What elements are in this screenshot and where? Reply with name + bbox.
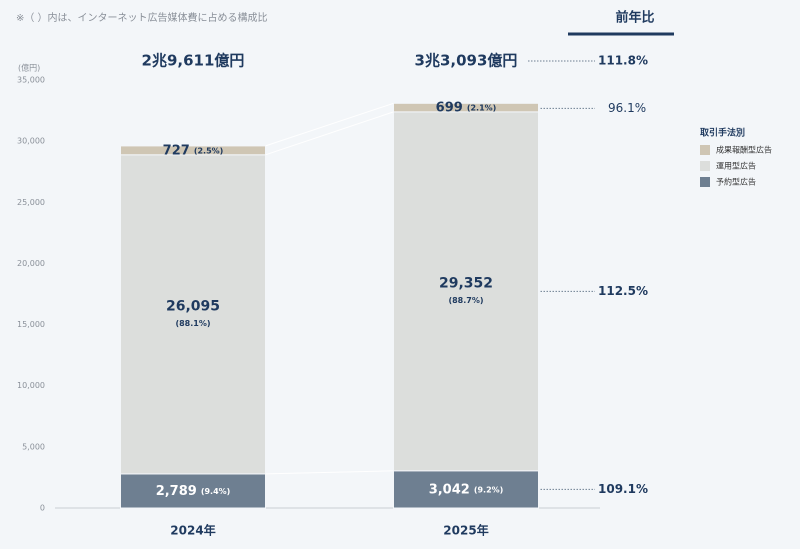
connector (265, 111, 394, 156)
y-tick-label: 0 (40, 504, 45, 513)
connector (265, 102, 394, 147)
y-tick-label: 20,000 (17, 259, 45, 268)
share-label: (9.2%) (474, 485, 504, 494)
x-tick-label: 2024年 (170, 523, 215, 538)
value-label: 3,042 (9.2%) (429, 482, 504, 497)
bar-segment (120, 154, 266, 475)
yoy-label: 96.1% (608, 101, 646, 115)
bar-segment (120, 473, 266, 509)
share-label: (88.1%) (175, 319, 210, 328)
y-unit: (億円) (18, 63, 40, 73)
share-label: (2.1%) (467, 103, 497, 112)
x-tick-label: 2025年 (443, 523, 488, 538)
total-label: 2兆9,611億円 (142, 52, 245, 70)
yoy-label: 112.5% (598, 284, 648, 298)
legend-title: 取引手法別 (700, 127, 745, 139)
y-tick-label: 5,000 (22, 442, 45, 451)
value-label: 699 (2.1%) (436, 100, 497, 115)
yoy-header: 前年比 (615, 10, 654, 26)
legend-swatch (700, 161, 710, 171)
yoy-label: 109.1% (598, 482, 648, 496)
yoy-label: 111.8% (598, 54, 648, 68)
share-label: (2.5%) (194, 146, 224, 155)
value-label-number: 727 (163, 143, 190, 158)
value-label-number: 2,789 (156, 483, 197, 498)
bar-segment (120, 145, 266, 156)
value-label-number: 3,042 (429, 482, 470, 497)
y-tick-label: 35,000 (17, 76, 45, 85)
value-label: 26,095 (166, 298, 220, 314)
legend-label: 運用型広告 (716, 161, 756, 171)
total-label: 3兆3,093億円 (415, 52, 518, 70)
bar-segment (393, 102, 539, 113)
y-tick-label: 10,000 (17, 381, 45, 390)
value-label: 2,789 (9.4%) (156, 483, 231, 498)
value-label-number: 699 (436, 100, 463, 115)
y-tick-label: 15,000 (17, 320, 45, 329)
connector (265, 470, 394, 475)
note: ※（ ）内は、インターネット広告媒体費に占める構成比 (16, 11, 268, 24)
share-label: (9.4%) (201, 486, 231, 495)
legend-label: 成果報酬型広告 (716, 145, 772, 155)
legend-label: 予約型広告 (716, 177, 756, 187)
y-tick-label: 30,000 (17, 137, 45, 146)
bar-segment (393, 111, 539, 472)
legend-swatch (700, 177, 710, 187)
share-label: (88.7%) (448, 296, 483, 305)
y-tick-label: 25,000 (17, 198, 45, 207)
value-label: 29,352 (439, 275, 493, 291)
legend-swatch (700, 145, 710, 155)
value-label: 727 (2.5%) (163, 143, 224, 158)
